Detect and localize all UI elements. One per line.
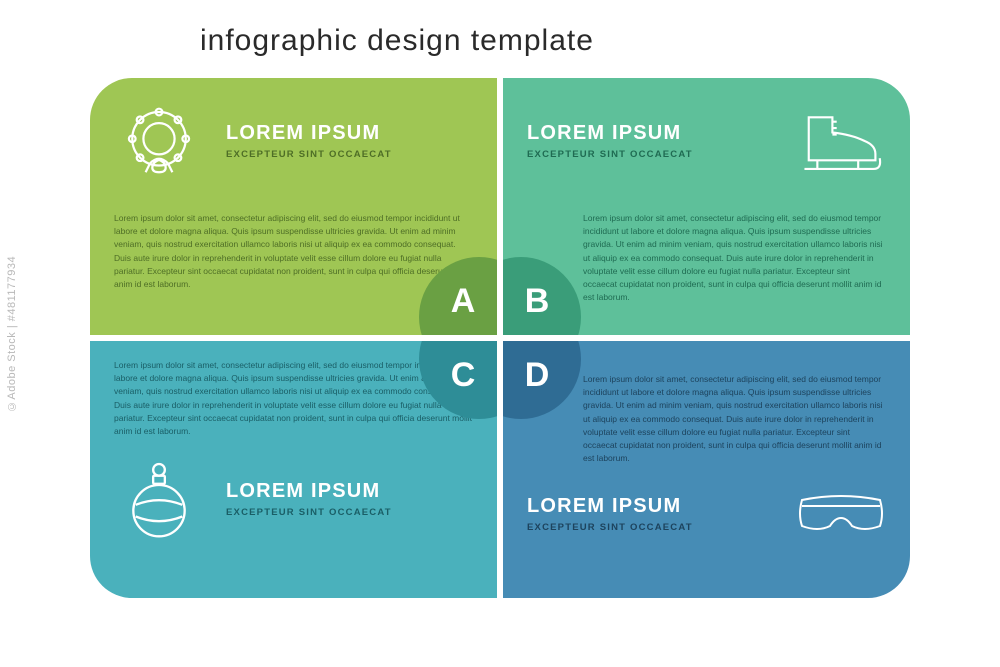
card-b-subtitle: EXCEPTEUR SINT OCCAECAT <box>527 149 774 160</box>
page-title: infographic design template <box>200 24 594 58</box>
card-d-letter: D <box>525 356 550 395</box>
card-d-header: LOREM IPSUM EXCEPTEUR SINT OCCAECAT <box>527 469 886 559</box>
wreath-icon <box>114 96 204 186</box>
card-c-letter: C <box>451 356 476 395</box>
card-d-body: Lorem ipsum dolor sit amet, consectetur … <box>527 373 886 465</box>
card-d: Lorem ipsum dolor sit amet, consectetur … <box>503 341 910 598</box>
goggles-icon <box>796 469 886 559</box>
infographic-grid: LOREM IPSUM EXCEPTEUR SINT OCCAECAT Lore… <box>90 78 910 598</box>
card-b-letter: B <box>525 282 550 321</box>
card-a-body: Lorem ipsum dolor sit amet, consectetur … <box>114 212 473 291</box>
ornament-icon <box>114 454 204 544</box>
card-b-body: Lorem ipsum dolor sit amet, consectetur … <box>527 212 886 304</box>
watermark: ©Adobe Stock | #481177934 <box>6 255 18 411</box>
card-c-header: LOREM IPSUM EXCEPTEUR SINT OCCAECAT <box>114 454 473 544</box>
card-b: LOREM IPSUM EXCEPTEUR SINT OCCAECAT Lore… <box>503 78 910 335</box>
card-d-title: LOREM IPSUM <box>527 495 774 518</box>
card-a-title: LOREM IPSUM <box>226 122 473 145</box>
card-a-letter: A <box>451 282 476 321</box>
ice-skate-icon <box>796 96 886 186</box>
card-c-body: Lorem ipsum dolor sit amet, consectetur … <box>114 359 473 438</box>
card-c-subtitle: EXCEPTEUR SINT OCCAECAT <box>226 507 473 518</box>
card-b-title: LOREM IPSUM <box>527 122 774 145</box>
card-c: Lorem ipsum dolor sit amet, consectetur … <box>90 341 497 598</box>
card-a: LOREM IPSUM EXCEPTEUR SINT OCCAECAT Lore… <box>90 78 497 335</box>
card-b-header: LOREM IPSUM EXCEPTEUR SINT OCCAECAT <box>527 96 886 186</box>
card-c-title: LOREM IPSUM <box>226 480 473 503</box>
card-a-subtitle: EXCEPTEUR SINT OCCAECAT <box>226 149 473 160</box>
card-d-subtitle: EXCEPTEUR SINT OCCAECAT <box>527 522 774 533</box>
card-a-header: LOREM IPSUM EXCEPTEUR SINT OCCAECAT <box>114 96 473 186</box>
